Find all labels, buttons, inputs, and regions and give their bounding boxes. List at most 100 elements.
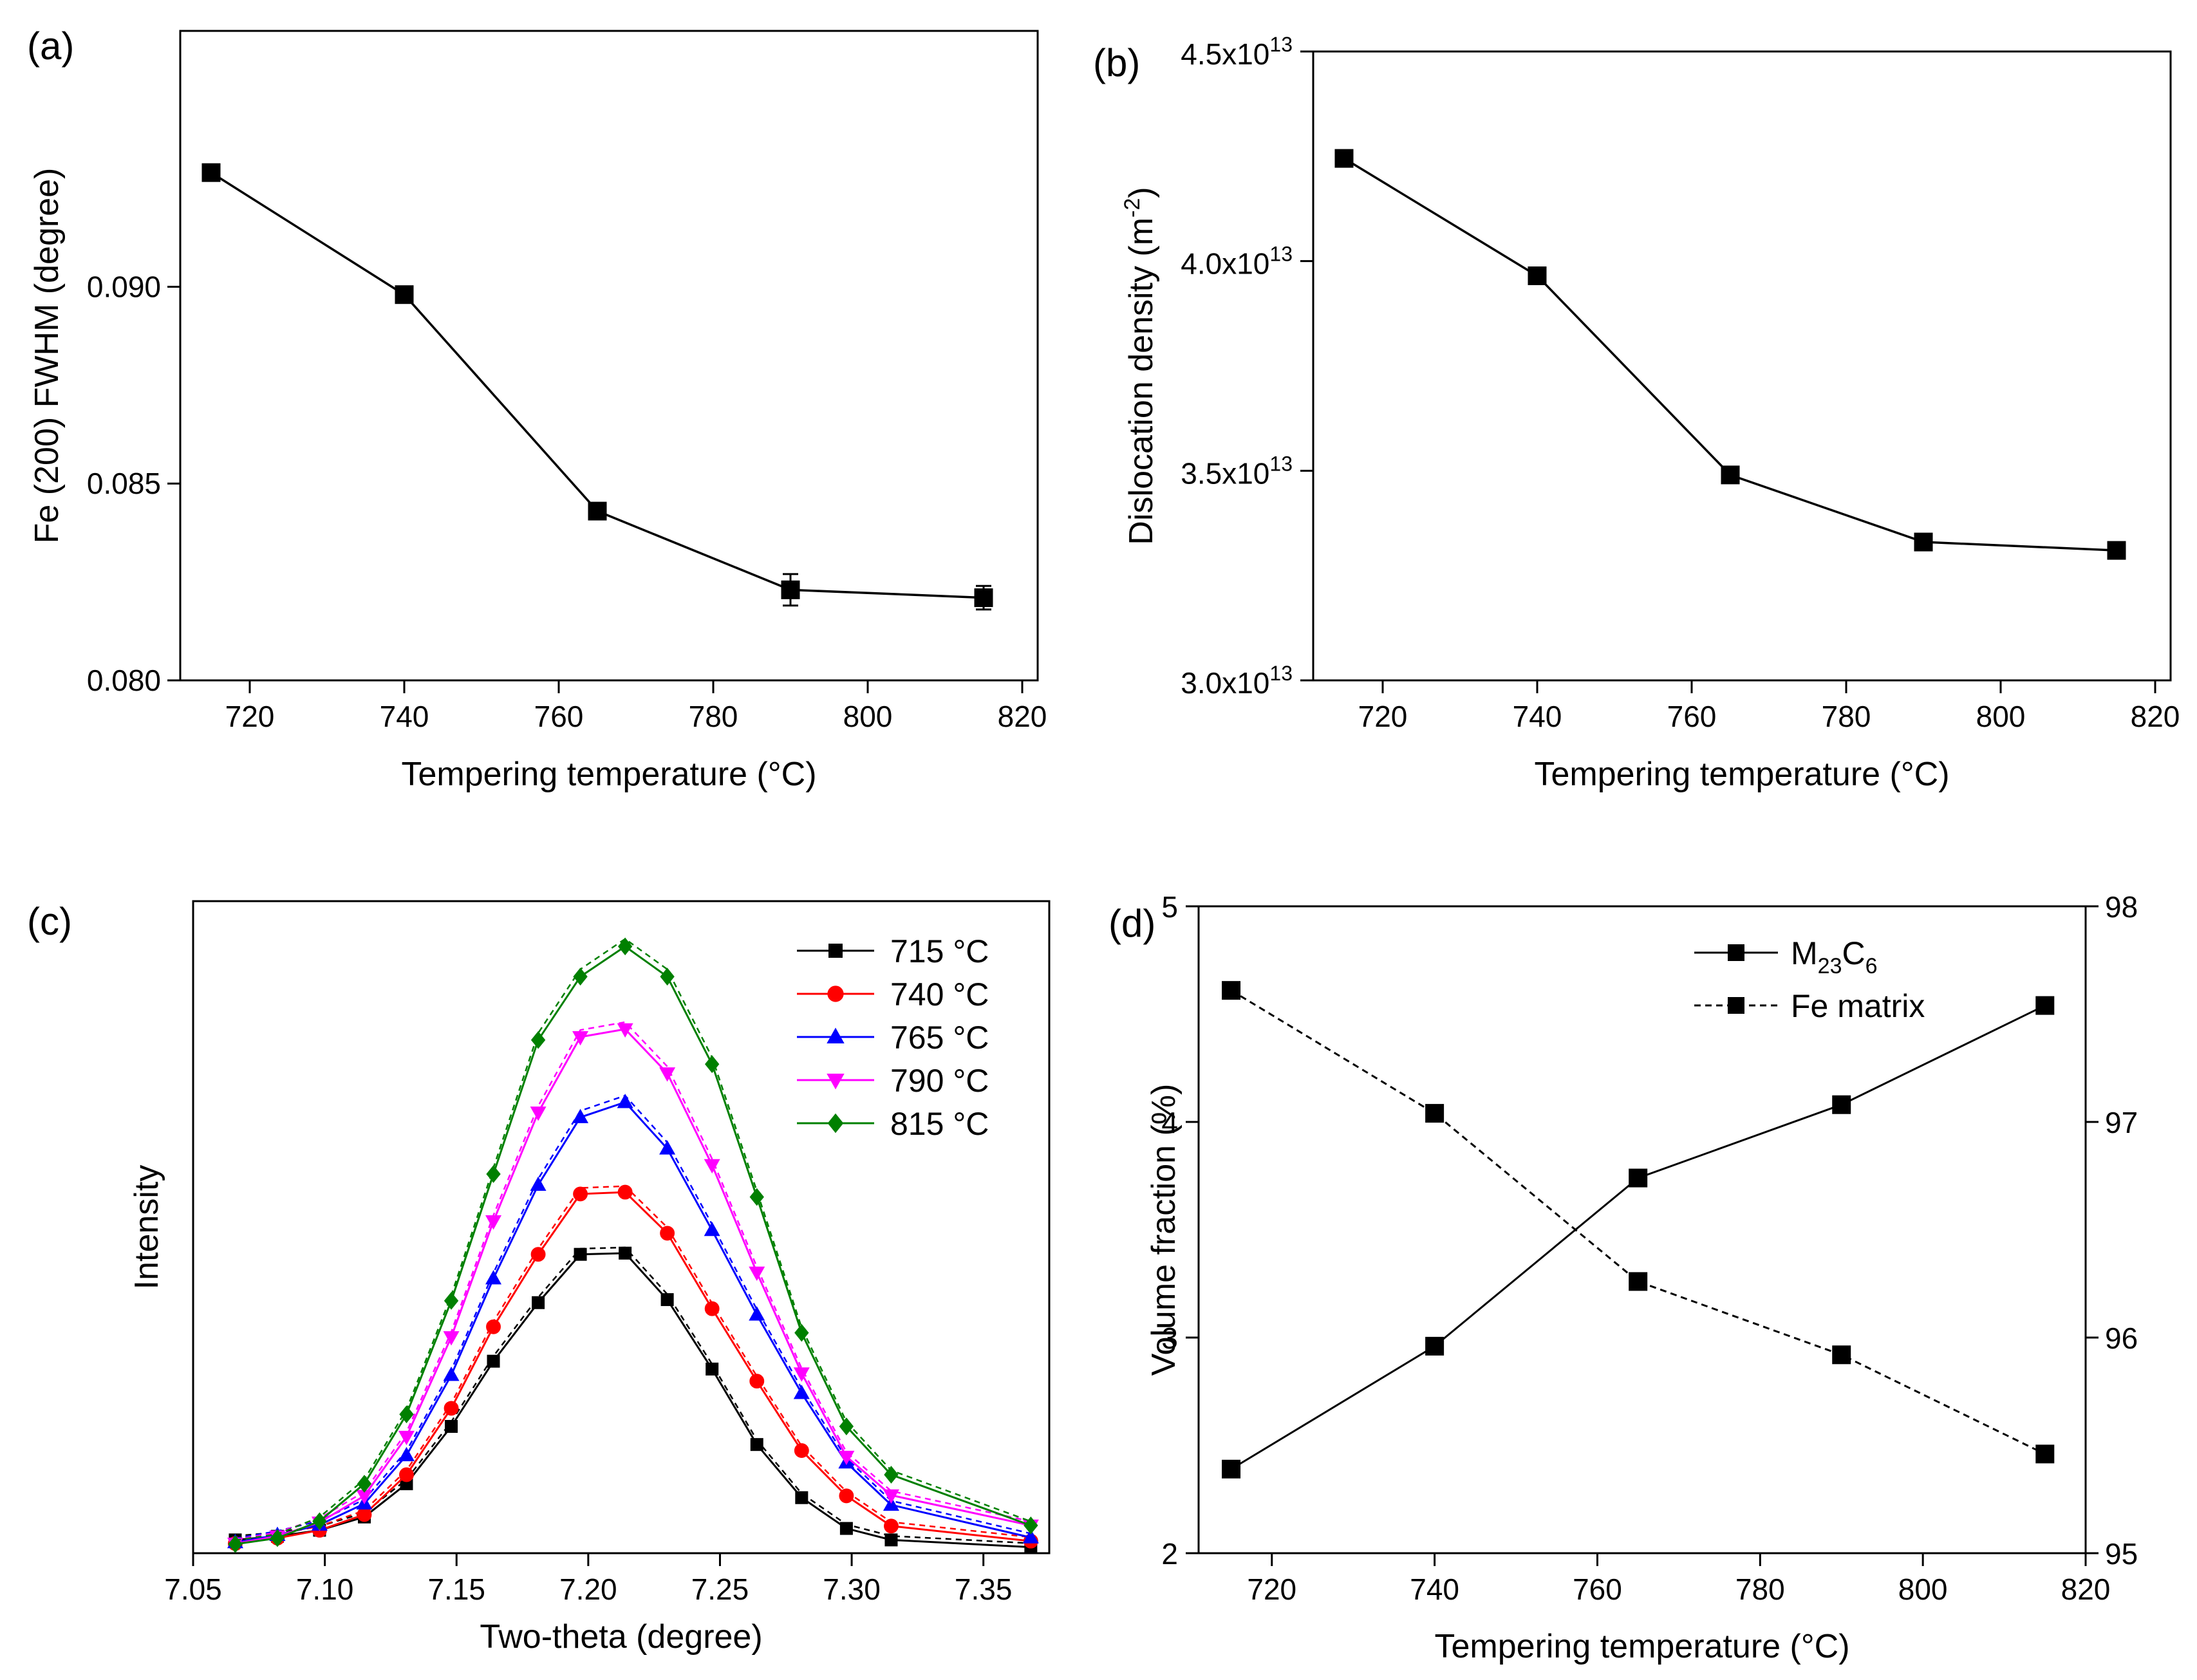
x-tick-label: 7.15 (427, 1573, 485, 1606)
fit-curve (235, 1094, 1031, 1540)
data-point (530, 1031, 546, 1049)
data-point (443, 1367, 460, 1381)
x-tick-label: 820 (998, 700, 1047, 733)
series-line (1230, 989, 2046, 1455)
data-point (839, 1417, 854, 1435)
data-point (572, 1031, 589, 1046)
legend-label: 815 °C (890, 1106, 989, 1142)
series-line (1343, 157, 2117, 552)
data-point (617, 1184, 633, 1200)
plot-frame (1197, 905, 2087, 1554)
data-point (749, 1306, 765, 1321)
y-tick-mantissa: 3.0x10 (1181, 666, 1269, 700)
series-line (235, 1101, 1031, 1544)
data-point (1629, 1168, 1648, 1188)
x-tick-label: 7.10 (296, 1573, 354, 1606)
data-point (444, 1401, 459, 1416)
series-4 (228, 937, 1038, 1553)
x-axis-label: Tempering temperature (°C) (401, 756, 816, 793)
data-point (704, 1159, 720, 1174)
chart-b: 720 740 760 780 800 8203.0x10133.5x10134.0x10… (1120, 33, 2180, 793)
x-tick-label: 800 (843, 700, 893, 733)
data-point (357, 1507, 372, 1522)
y-axis-label: Dislocation density (m-2) (1120, 187, 1160, 545)
data-point (201, 163, 221, 182)
legend-label: Fe matrix (1791, 988, 1925, 1024)
data-point (572, 1108, 589, 1123)
data-point (1334, 149, 1354, 168)
series-3 (227, 1021, 1039, 1553)
chart-a: 720 740 760 780 800 820 0.080 0.085 0.090 Temperi… (28, 30, 1047, 793)
x-axis-label: Tempering temperature (°C) (1534, 756, 1949, 793)
data-point (884, 1518, 899, 1534)
data-point (704, 1301, 720, 1316)
data-point (795, 1491, 809, 1504)
data-point (573, 967, 588, 986)
data-point (357, 1475, 372, 1493)
x-tick-label: 760 (1667, 700, 1717, 733)
data-point (749, 1188, 764, 1206)
x-tick-label: 7.25 (691, 1573, 749, 1606)
x-axis-label: Two-theta (degree) (480, 1618, 762, 1656)
data-point (530, 1106, 547, 1121)
data-point (884, 1533, 898, 1547)
data-point (704, 1221, 720, 1237)
x-tick-label: 720 (225, 700, 275, 733)
plot-frame (192, 900, 1051, 1554)
data-point (1425, 1104, 1444, 1123)
legend-marker (827, 1113, 844, 1134)
y-tick-mantissa: 3.5x10 (1181, 456, 1269, 490)
data-point (839, 1488, 854, 1504)
plot-frame (1312, 50, 2172, 682)
plot-frame (179, 30, 1039, 682)
data-point (1832, 1095, 1851, 1114)
x-tick-label: 780 (689, 700, 738, 733)
y-tick-label: 4.0x1013 (1181, 243, 1293, 281)
legend-name: M (1791, 935, 1818, 971)
y-tick-mantissa: 4.0x10 (1181, 247, 1269, 281)
y2-tick-label: 96 (2105, 1321, 2138, 1355)
data-point (704, 1055, 720, 1074)
data-point (574, 1247, 587, 1261)
data-point (883, 1496, 899, 1511)
legend-name: Fe matrix (1791, 988, 1925, 1024)
data-point (974, 588, 993, 608)
legend-marker (1728, 944, 1744, 961)
legend-marker (827, 985, 844, 1002)
x-tick-label: 780 (1735, 1573, 1785, 1606)
y-tick-label: 3.0x1013 (1181, 662, 1293, 700)
x-tick-label: 720 (1247, 1573, 1296, 1606)
legend-marker (827, 1027, 845, 1043)
data-point (619, 1246, 632, 1260)
data-point (793, 1367, 810, 1382)
y-tick-exponent: 13 (1269, 33, 1293, 56)
data-point (884, 1466, 899, 1484)
data-point (1528, 266, 1547, 285)
y-tick-label: 4.5x1013 (1181, 33, 1293, 71)
data-point (444, 1292, 459, 1310)
series-line (210, 171, 984, 599)
data-point (617, 1094, 633, 1108)
data-point (530, 1176, 547, 1191)
legend-marker (1728, 997, 1744, 1014)
y-tick-exponent: 13 (1269, 662, 1293, 685)
series-2 (227, 1094, 1039, 1549)
series-0 (229, 1246, 1038, 1554)
data-point (486, 1165, 501, 1183)
data-point (1024, 1517, 1038, 1535)
data-point (445, 1420, 458, 1433)
data-point (659, 1140, 676, 1155)
legend-marker (828, 944, 843, 958)
y2-tick-label: 95 (2105, 1537, 2138, 1571)
data-point (485, 1270, 502, 1285)
data-point (749, 1374, 765, 1389)
y-tick-label: 3 (1161, 1321, 1178, 1355)
data-point (617, 1023, 633, 1038)
y-axis-label-text: Dislocation density (m (1123, 218, 1160, 545)
x-tick-label: 740 (1513, 700, 1562, 733)
legend-marker (827, 1074, 845, 1090)
data-point (839, 1522, 853, 1535)
x-tick-label: 720 (1358, 700, 1408, 733)
y-tick-label: 2 (1161, 1537, 1178, 1571)
x-tick-label: 7.30 (823, 1573, 881, 1606)
